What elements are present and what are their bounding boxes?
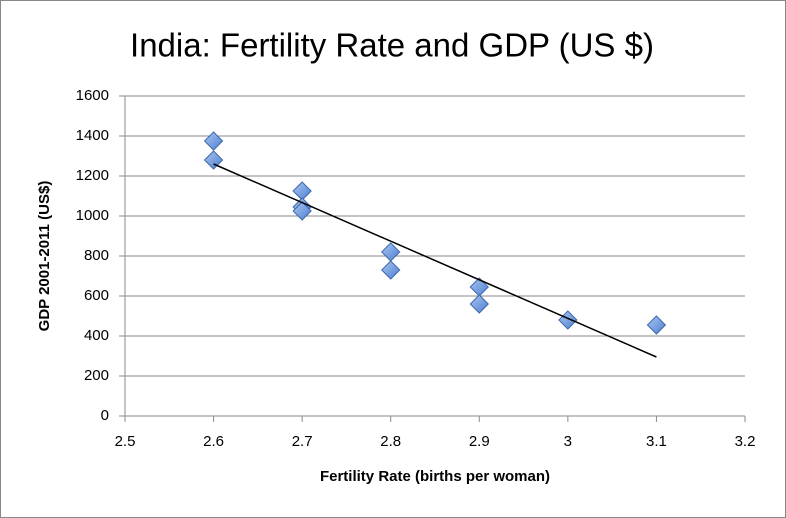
point bbox=[203, 131, 224, 151]
y-tick-label: 400 bbox=[84, 327, 109, 344]
point bbox=[381, 260, 401, 280]
y-tick-label: 1400 bbox=[76, 127, 109, 144]
y-tick-label: 1000 bbox=[76, 207, 109, 224]
x-tick-label: 2.7 bbox=[292, 433, 313, 450]
x-tick-label: 3.2 bbox=[735, 433, 756, 450]
y-tick-label: 0 bbox=[101, 407, 109, 424]
y-tick-label: 600 bbox=[84, 287, 109, 304]
x-tick-label: 3 bbox=[564, 433, 572, 450]
trendline bbox=[213, 163, 657, 358]
point bbox=[292, 201, 312, 221]
x-axis-title: Fertility Rate (births per woman) bbox=[320, 468, 550, 485]
y-tick-label: 1600 bbox=[76, 87, 109, 104]
x-tick-label: 2.9 bbox=[469, 433, 490, 450]
y-axis-title: GDP 2001-2011 (US$) bbox=[36, 181, 53, 332]
point bbox=[203, 150, 224, 170]
y-tick-label: 800 bbox=[84, 247, 109, 264]
y-tick-label: 1200 bbox=[76, 167, 109, 184]
x-tick-label: 2.6 bbox=[203, 433, 224, 450]
point bbox=[558, 310, 578, 330]
chart-title: India: Fertility Rate and GDP (US $) bbox=[130, 27, 654, 64]
x-tick-label: 2.8 bbox=[380, 433, 401, 450]
point bbox=[469, 294, 489, 314]
y-tick-label: 200 bbox=[84, 367, 109, 384]
x-tick-label: 2.5 bbox=[115, 433, 136, 450]
x-tick-label: 3.1 bbox=[646, 433, 667, 450]
point bbox=[646, 315, 667, 335]
